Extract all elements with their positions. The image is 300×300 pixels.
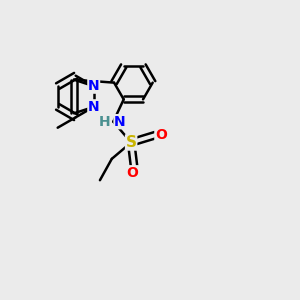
Text: N: N [88, 79, 100, 93]
Text: H: H [99, 115, 111, 129]
Text: O: O [155, 128, 167, 142]
Text: N: N [114, 115, 126, 129]
Text: O: O [127, 166, 139, 180]
Text: N: N [88, 100, 100, 114]
Text: S: S [126, 135, 136, 150]
